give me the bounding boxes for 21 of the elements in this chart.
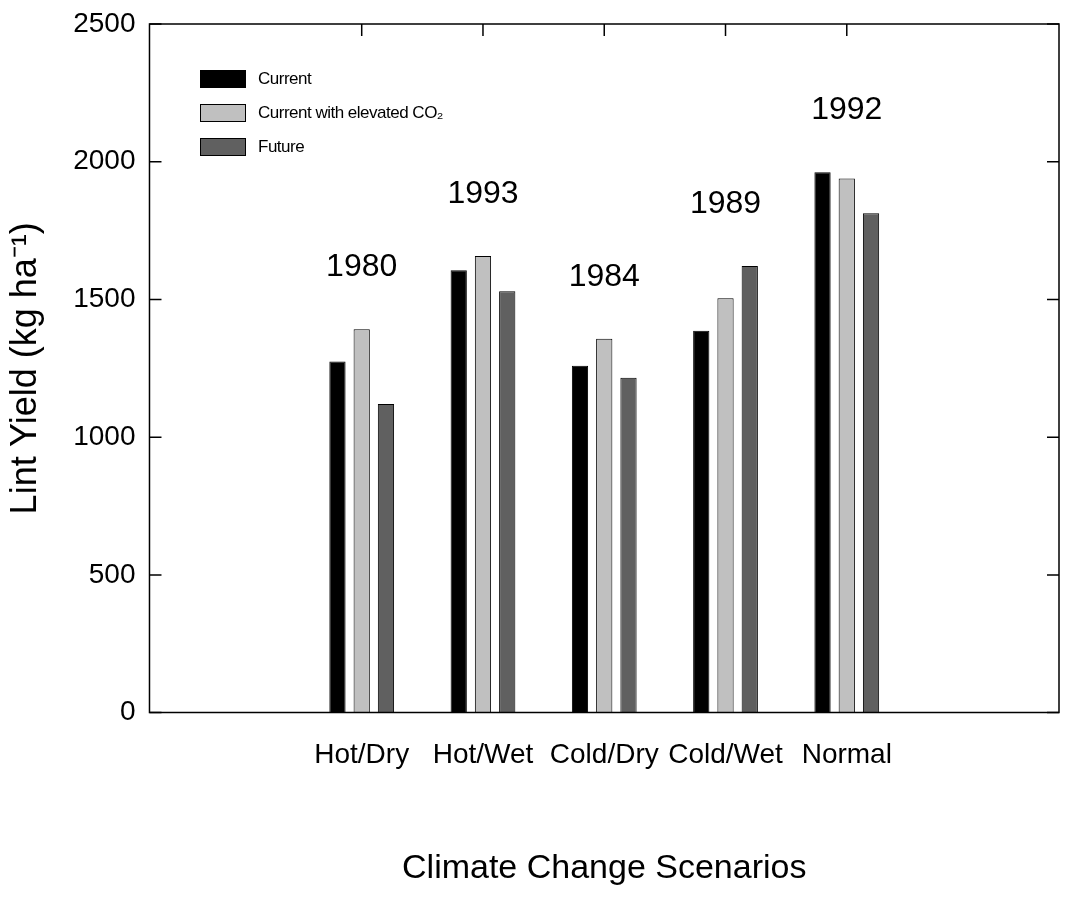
x-tick-label: Cold/Wet <box>668 738 784 770</box>
y-tick-label: 2500 <box>73 6 136 38</box>
y-axis-title: Lint Yield (kg ha⁻¹) <box>2 222 44 515</box>
legend-label: Current with elevated CO₂ <box>258 103 443 123</box>
x-axis-title: Climate Change Scenarios <box>402 846 807 885</box>
annotation: 1993 <box>447 173 519 210</box>
y-tick-label: 2000 <box>73 144 136 176</box>
x-tick-label: Cold/Dry <box>549 738 659 770</box>
y-tick-label: 0 <box>119 695 136 727</box>
annotation: 1980 <box>326 247 398 284</box>
legend-label: Current <box>258 69 312 89</box>
legend-label: Future <box>258 137 305 157</box>
y-tick-label: 1000 <box>73 419 136 451</box>
annotation: 1984 <box>568 256 640 293</box>
x-tick-label: Normal <box>801 738 892 770</box>
annotation: 1989 <box>689 183 762 220</box>
x-tick-label: Hot/Wet <box>432 738 534 770</box>
annotation: 1992 <box>811 90 883 127</box>
x-tick-label: Hot/Dry <box>314 738 410 770</box>
y-tick-label: 500 <box>88 557 136 589</box>
y-tick-label: 1500 <box>73 282 136 314</box>
